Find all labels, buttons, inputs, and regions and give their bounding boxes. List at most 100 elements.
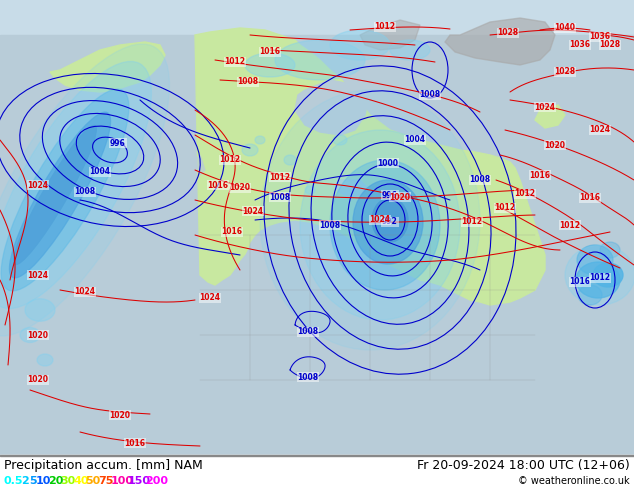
Text: 1036: 1036	[569, 41, 590, 49]
Text: © weatheronline.co.uk: © weatheronline.co.uk	[519, 476, 630, 486]
Ellipse shape	[10, 112, 110, 278]
Text: 100: 100	[110, 476, 133, 486]
Text: 1020: 1020	[27, 330, 48, 340]
Ellipse shape	[0, 61, 152, 309]
Text: 1024: 1024	[27, 270, 48, 279]
Ellipse shape	[284, 155, 296, 165]
Bar	[0, 455, 634, 456]
Text: 5: 5	[29, 476, 36, 486]
Text: 1012: 1012	[462, 218, 482, 226]
Text: 1020: 1020	[27, 375, 48, 385]
Ellipse shape	[565, 245, 634, 305]
Text: 992: 992	[382, 218, 398, 226]
Ellipse shape	[37, 354, 53, 366]
Text: 1016: 1016	[569, 277, 590, 287]
Ellipse shape	[372, 198, 408, 242]
Text: 1024: 1024	[75, 288, 96, 296]
Text: 200: 200	[146, 476, 169, 486]
Ellipse shape	[330, 30, 390, 60]
Ellipse shape	[242, 144, 258, 156]
Ellipse shape	[275, 40, 365, 80]
Text: 1016: 1016	[221, 227, 242, 237]
Text: 50: 50	[86, 476, 101, 486]
Text: 1012: 1012	[219, 155, 240, 165]
Polygon shape	[50, 42, 165, 92]
Text: 1016: 1016	[529, 171, 550, 179]
Ellipse shape	[593, 263, 623, 287]
Text: 1028: 1028	[599, 41, 621, 49]
Text: 1008: 1008	[238, 77, 259, 87]
Text: 1012: 1012	[559, 220, 581, 229]
Text: 1012: 1012	[515, 190, 536, 198]
Text: 20: 20	[48, 476, 64, 486]
Text: 1016: 1016	[579, 194, 600, 202]
Text: 1024: 1024	[590, 125, 611, 134]
Ellipse shape	[330, 160, 440, 290]
Polygon shape	[295, 80, 368, 135]
Text: 1012: 1012	[269, 172, 290, 181]
Ellipse shape	[578, 285, 602, 305]
Text: 1008: 1008	[297, 327, 318, 337]
Ellipse shape	[255, 136, 265, 144]
Text: 996: 996	[382, 191, 398, 199]
Text: 1028: 1028	[555, 68, 576, 76]
Text: 1012: 1012	[375, 23, 396, 31]
Ellipse shape	[300, 130, 460, 320]
Text: 1024: 1024	[27, 180, 48, 190]
Text: 1020: 1020	[389, 193, 410, 201]
Polygon shape	[360, 20, 420, 50]
Ellipse shape	[20, 327, 40, 343]
Text: 2: 2	[22, 476, 29, 486]
Text: Fr 20-09-2024 18:00 UTC (12+06): Fr 20-09-2024 18:00 UTC (12+06)	[417, 459, 630, 471]
Text: 1036: 1036	[590, 32, 611, 42]
Ellipse shape	[577, 245, 613, 275]
Text: 1024: 1024	[534, 102, 555, 112]
Ellipse shape	[305, 186, 315, 194]
Polygon shape	[335, 180, 368, 197]
Text: 1024: 1024	[370, 216, 391, 224]
Text: 1028: 1028	[498, 28, 519, 38]
Ellipse shape	[333, 135, 347, 145]
Polygon shape	[195, 155, 205, 175]
Text: 1004: 1004	[89, 168, 110, 176]
Text: 150: 150	[128, 476, 151, 486]
Text: Precipitation accum. [mm] NAM: Precipitation accum. [mm] NAM	[4, 459, 203, 471]
Text: 10: 10	[36, 476, 51, 486]
Text: 1016: 1016	[207, 180, 228, 190]
Ellipse shape	[576, 262, 620, 298]
Text: 1012: 1012	[590, 273, 611, 283]
Text: 1008: 1008	[74, 188, 96, 196]
Text: 1000: 1000	[377, 158, 399, 168]
Polygon shape	[235, 400, 350, 455]
Polygon shape	[195, 28, 545, 305]
Text: 0.5: 0.5	[4, 476, 23, 486]
Text: 1008: 1008	[420, 91, 441, 99]
Polygon shape	[445, 18, 555, 65]
Text: 1024: 1024	[242, 206, 264, 216]
Text: 1016: 1016	[259, 48, 280, 56]
Text: 1008: 1008	[320, 220, 340, 229]
Text: 996: 996	[110, 139, 126, 147]
Ellipse shape	[14, 125, 96, 265]
Bar	[0, 455, 634, 490]
Bar	[0, 35, 634, 455]
Text: 1012: 1012	[495, 203, 515, 213]
Text: 75: 75	[98, 476, 113, 486]
Text: 1020: 1020	[110, 411, 131, 419]
Ellipse shape	[0, 44, 169, 336]
Ellipse shape	[260, 90, 480, 350]
Bar	[0, 455, 634, 490]
Text: 1020: 1020	[230, 183, 250, 193]
Ellipse shape	[353, 180, 423, 264]
Polygon shape	[535, 105, 565, 128]
Text: 1008: 1008	[469, 175, 491, 185]
Text: 40: 40	[73, 476, 89, 486]
Text: 1012: 1012	[224, 57, 245, 67]
Text: 1004: 1004	[404, 136, 425, 145]
Ellipse shape	[1, 89, 129, 291]
Text: 1008: 1008	[269, 193, 290, 201]
Text: 30: 30	[61, 476, 76, 486]
Ellipse shape	[390, 40, 430, 60]
Ellipse shape	[25, 299, 55, 321]
Ellipse shape	[245, 53, 295, 77]
